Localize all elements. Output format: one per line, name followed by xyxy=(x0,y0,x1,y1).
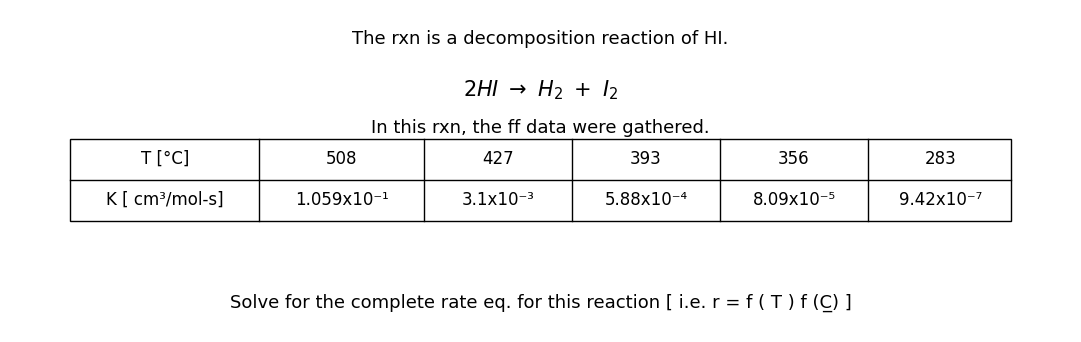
Text: K [ cm³/mol-s]: K [ cm³/mol-s] xyxy=(106,191,224,209)
Text: 5.88x10⁻⁴: 5.88x10⁻⁴ xyxy=(604,191,688,209)
Text: T [°C]: T [°C] xyxy=(141,150,189,168)
Bar xyxy=(70,139,1011,221)
Text: 356: 356 xyxy=(778,150,810,168)
Text: 9.42x10⁻⁷: 9.42x10⁻⁷ xyxy=(899,191,983,209)
Text: 3.1x10⁻³: 3.1x10⁻³ xyxy=(462,191,534,209)
Text: 508: 508 xyxy=(325,150,358,168)
Text: 427: 427 xyxy=(482,150,513,168)
Text: Solve for the complete rate eq. for this reaction [ i.e. r = f ( T ) f (C̲) ]: Solve for the complete rate eq. for this… xyxy=(229,293,852,312)
Text: In this rxn, the ff data were gathered.: In this rxn, the ff data were gathered. xyxy=(371,119,710,137)
Text: $2HI\ \rightarrow\ H_2\ +\ I_2$: $2HI\ \rightarrow\ H_2\ +\ I_2$ xyxy=(463,79,618,103)
Text: 393: 393 xyxy=(630,150,662,168)
Text: 8.09x10⁻⁵: 8.09x10⁻⁵ xyxy=(752,191,836,209)
Text: 1.059x10⁻¹: 1.059x10⁻¹ xyxy=(295,191,388,209)
Text: 283: 283 xyxy=(925,150,957,168)
Text: The rxn is a decomposition reaction of HI.: The rxn is a decomposition reaction of H… xyxy=(352,30,729,48)
